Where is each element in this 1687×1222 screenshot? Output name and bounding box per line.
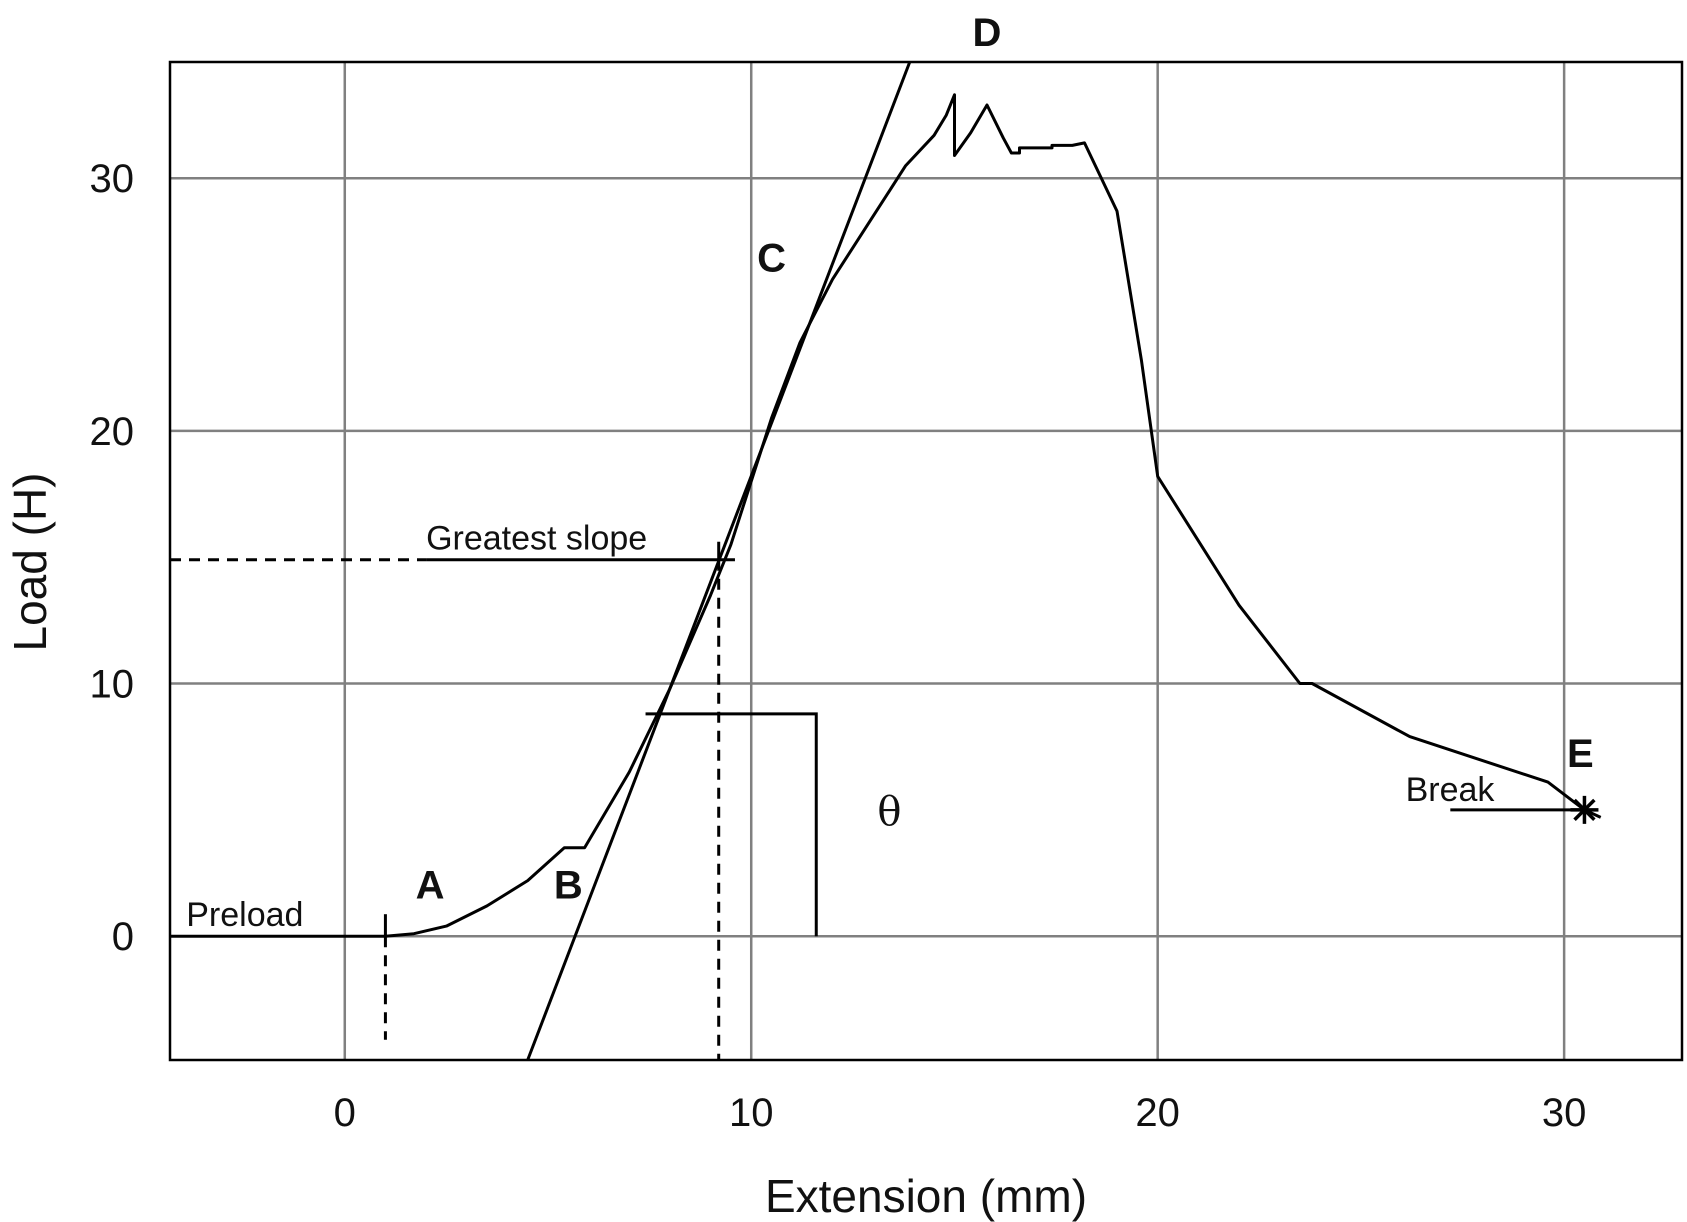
y-tick-label: 0 <box>112 915 134 959</box>
greatest-slope-label: Greatest slope <box>426 520 647 558</box>
y-tick-label: 10 <box>90 663 135 707</box>
break-label: Break <box>1406 771 1496 809</box>
plot-frame <box>168 60 1684 1062</box>
y-axis-title: Load (H) <box>4 473 56 652</box>
preload-label: Preload <box>186 896 303 934</box>
grid <box>170 62 1682 1060</box>
theta-label: θ <box>877 789 901 835</box>
point-label-e: E <box>1567 732 1594 776</box>
x-tick-label: 20 <box>1135 1091 1180 1135</box>
point-label-c: C <box>757 237 786 281</box>
x-tick-label: 10 <box>729 1091 774 1135</box>
x-tick-label: 0 <box>334 1091 356 1135</box>
load-curve <box>170 93 1602 938</box>
point-label-a: A <box>416 863 445 907</box>
annotation-labels: Preload Greatest slope Break θ A B C D E <box>186 11 1593 934</box>
y-tick-label: 30 <box>90 157 135 201</box>
x-tick-label: 30 <box>1542 1091 1587 1135</box>
y-tick-label: 20 <box>90 410 135 454</box>
point-label-d: D <box>973 11 1002 55</box>
point-label-b: B <box>554 863 583 907</box>
annotation-lines <box>170 61 1599 1061</box>
theta-bracket <box>645 712 818 937</box>
x-axis-title: Extension (mm) <box>765 1170 1087 1222</box>
x-tick-labels: 0 10 20 30 <box>334 1091 1587 1135</box>
y-tick-labels: 0 10 20 30 <box>90 157 135 959</box>
